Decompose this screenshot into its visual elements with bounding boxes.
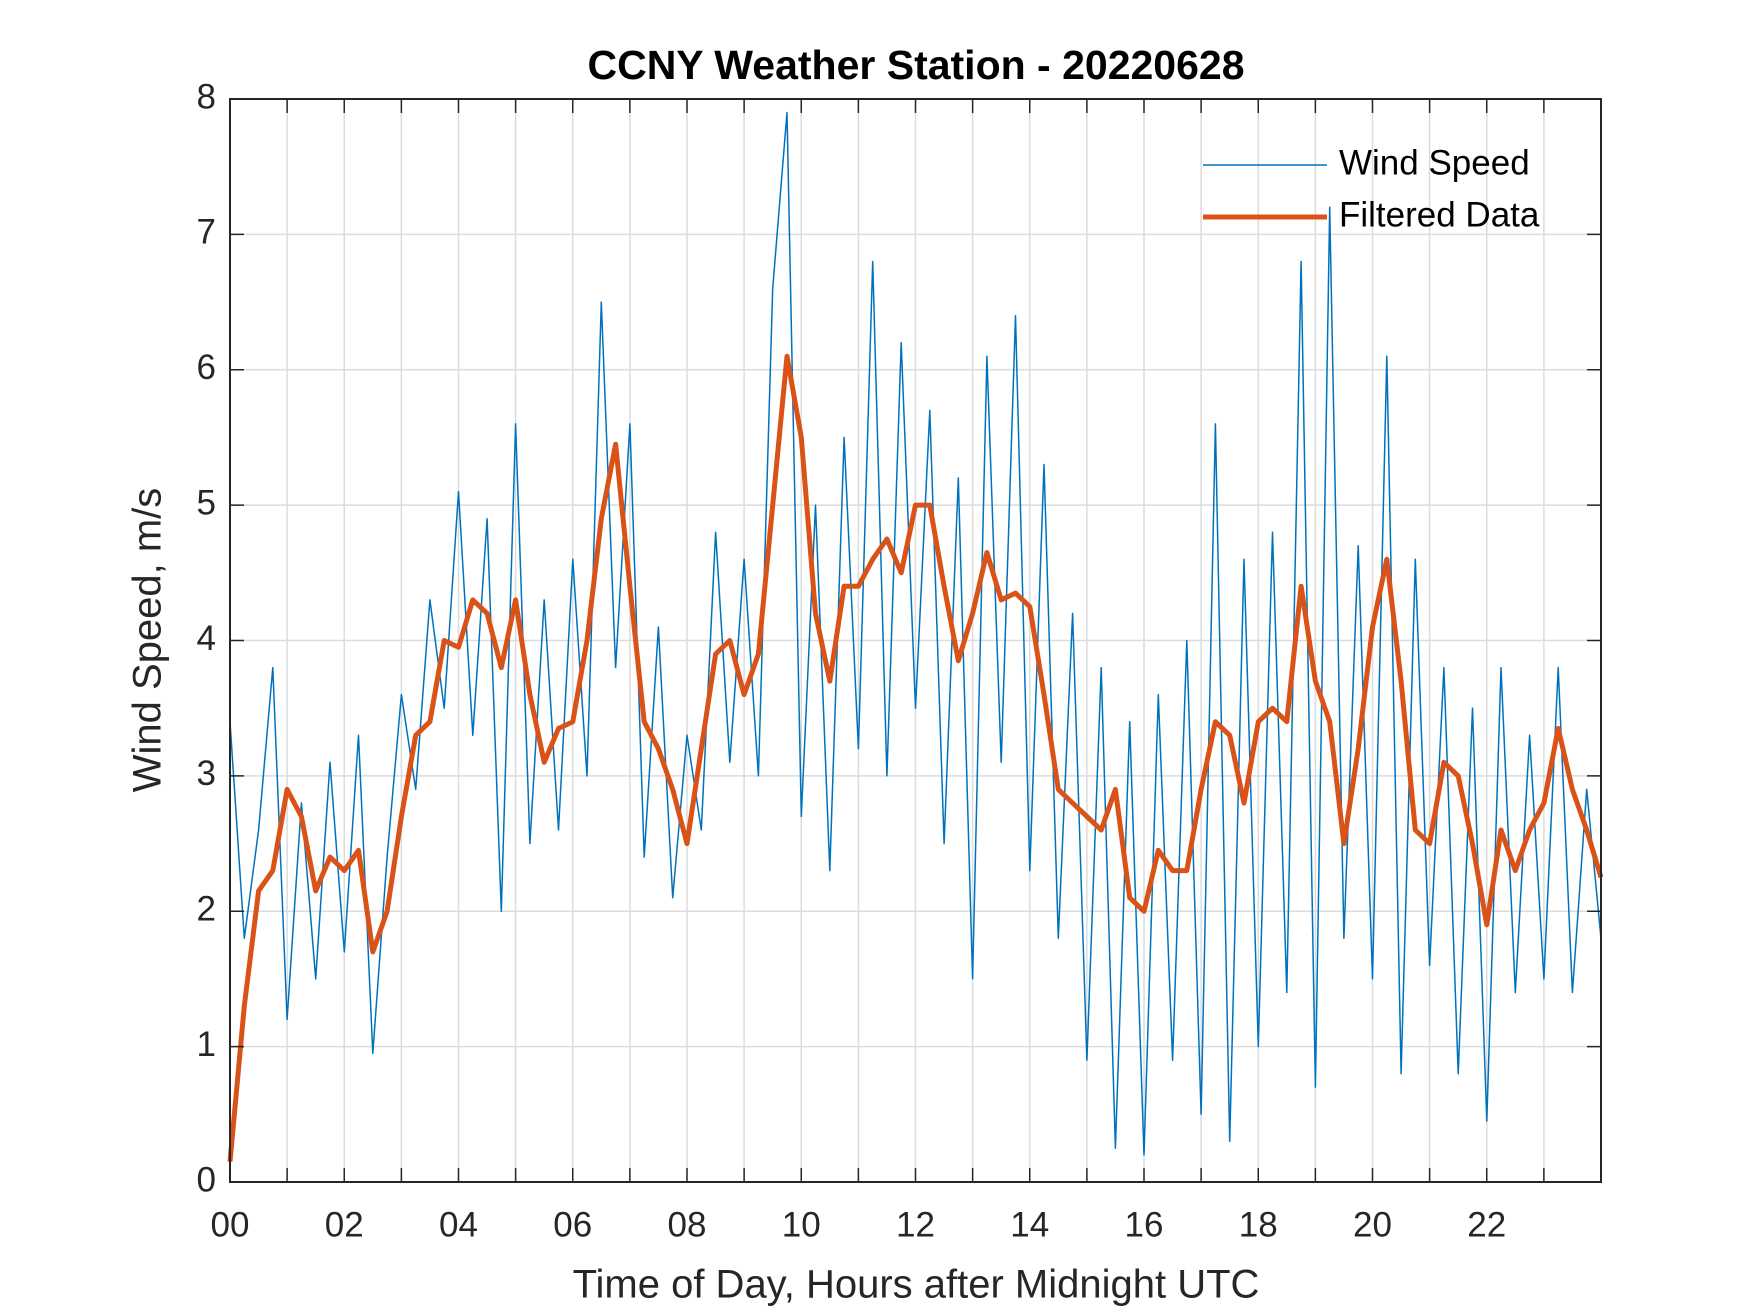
x-tick-label: 08 [668,1205,707,1244]
x-tick-label: 14 [1010,1205,1049,1244]
chart-title: CCNY Weather Station - 20220628 [587,42,1244,88]
x-tick-label: 10 [782,1205,821,1244]
x-tick-label: 04 [439,1205,478,1244]
y-tick-label: 2 [197,890,216,929]
legend-label: Wind Speed [1339,143,1530,182]
y-tick-label: 3 [197,754,216,793]
x-tick-label: 02 [325,1205,364,1244]
y-tick-label: 8 [197,77,216,116]
y-tick-label: 7 [197,213,216,252]
x-axis-label: Time of Day, Hours after Midnight UTC [573,1263,1260,1307]
y-axis-label: Wind Speed, m/s [126,488,170,793]
x-tick-label: 00 [211,1205,250,1244]
y-tick-label: 1 [197,1025,216,1064]
y-tick-label: 5 [197,483,216,522]
data-line [227,353,1604,1162]
x-tick-label: 16 [1125,1205,1164,1244]
x-tick-label: 06 [553,1205,592,1244]
y-tick-label: 0 [197,1160,216,1199]
y-tick-label: 4 [197,619,216,658]
x-tick-label: 12 [896,1205,935,1244]
y-tick-label: 6 [197,348,216,387]
legend-label: Filtered Data [1339,195,1540,234]
x-tick-label: 18 [1239,1205,1278,1244]
data-line [229,111,1602,1156]
x-tick-label: 20 [1353,1205,1392,1244]
x-tick-label: 22 [1467,1205,1506,1244]
